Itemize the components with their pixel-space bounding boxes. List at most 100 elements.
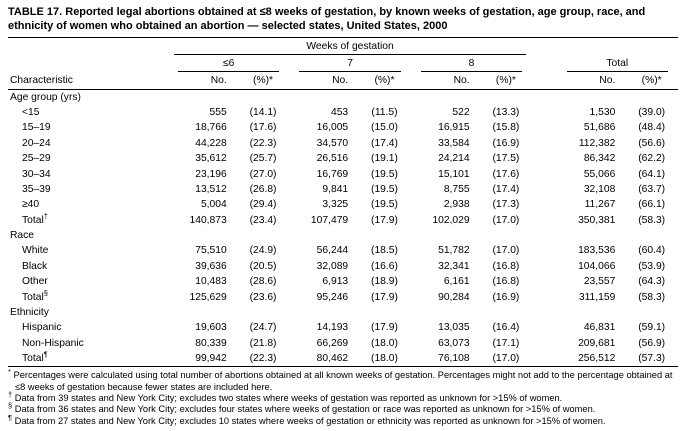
- weeks-of-gestation-header: Weeks of gestation: [173, 40, 527, 55]
- row-label: Hispanic: [22, 322, 62, 334]
- percent-cell: (26.8): [249, 183, 277, 195]
- percent-cell: (15.0): [371, 122, 398, 134]
- count-cell: 311,159: [578, 291, 616, 303]
- footnote-marker: ¶: [43, 349, 48, 359]
- count-cell: 209,681: [578, 337, 616, 349]
- section-label: Ethnicity: [10, 306, 49, 318]
- section-header-row: Race: [8, 228, 678, 243]
- table-row: Non-Hispanic 80,339 (21.8) 66,269 (18.0) 63,0…: [8, 336, 678, 351]
- percent-cell: (22.3): [249, 353, 277, 365]
- footnote-marker: †: [43, 211, 48, 221]
- pct-header: (%)*: [358, 73, 411, 90]
- table-row: Total§ 125,629 (23.6) 95,246 (17.9) 90,284 (16…: [8, 288, 678, 305]
- section-label: Age group (yrs): [10, 91, 81, 103]
- count-cell: 112,382: [578, 137, 616, 149]
- count-cell: 23,557: [583, 276, 616, 288]
- column-gap: [532, 151, 556, 166]
- count-cell: 33,584: [438, 137, 470, 149]
- count-cell: 35,612: [195, 153, 227, 165]
- percent-cell: (21.8): [249, 337, 277, 349]
- count-cell: 75,510: [195, 245, 227, 257]
- abortion-gestation-table: Weeks of gestation ≤6 7 8 Total: [8, 39, 678, 368]
- percent-cell: (24.9): [249, 245, 277, 257]
- col-group-le6: ≤6: [177, 57, 280, 73]
- percent-cell: (57.3): [638, 353, 666, 365]
- row-label: 25–29: [22, 153, 51, 165]
- col-group-7: 7: [299, 57, 401, 73]
- percent-cell: (15.8): [492, 122, 520, 134]
- percent-cell: (29.4): [249, 199, 277, 211]
- count-cell: 95,246: [316, 291, 349, 303]
- percent-cell: (63.7): [638, 183, 666, 195]
- count-cell: 56,244: [316, 245, 349, 257]
- count-cell: 256,512: [578, 353, 616, 365]
- percent-cell: (48.4): [638, 122, 666, 134]
- count-cell: 51,782: [438, 245, 470, 257]
- percent-cell: (18.9): [371, 276, 398, 288]
- percent-cell: (16.8): [492, 276, 520, 288]
- column-gap: [532, 259, 556, 274]
- count-cell: 8,755: [443, 183, 470, 195]
- percent-cell: (25.7): [249, 153, 277, 165]
- col-group-8: 8: [420, 57, 523, 73]
- percent-cell: (27.0): [249, 168, 277, 180]
- count-cell: 80,462: [316, 353, 349, 365]
- row-label: White: [22, 245, 49, 257]
- count-cell: 66,269: [316, 337, 349, 349]
- percent-cell: (62.2): [638, 153, 666, 165]
- row-label: Black: [22, 260, 48, 272]
- percent-cell: (17.1): [492, 337, 520, 349]
- row-label: 35–39: [22, 183, 51, 195]
- count-cell: 16,769: [316, 168, 349, 180]
- no-header: No.: [167, 73, 237, 90]
- column-gap: [532, 351, 556, 367]
- count-cell: 13,512: [195, 183, 227, 195]
- count-cell: 107,479: [310, 214, 349, 226]
- row-label: 15–19: [22, 122, 51, 134]
- count-cell: 44,228: [195, 137, 227, 149]
- footnote: * Percentages were calculated using tota…: [8, 367, 673, 392]
- percent-cell: (19.5): [371, 183, 398, 195]
- percent-cell: (17.4): [371, 137, 398, 149]
- row-label: Other: [22, 276, 48, 288]
- percent-cell: (58.3): [638, 291, 666, 303]
- percent-cell: (11.5): [371, 107, 398, 119]
- percent-cell: (19.5): [371, 168, 398, 180]
- footnote-marker: §: [43, 288, 48, 298]
- row-label: 30–34: [22, 168, 51, 180]
- count-cell: 51,686: [583, 122, 616, 134]
- table-row: 20–24 44,228 (22.3) 34,570 (17.4) 33,584 (16.9…: [8, 136, 678, 151]
- percent-cell: (23.4): [249, 214, 277, 226]
- percent-cell: (66.1): [638, 199, 666, 211]
- table-row: 25–29 35,612 (25.7) 26,516 (19.1) 24,214 (17.5…: [8, 151, 678, 166]
- count-cell: 32,341: [438, 260, 470, 272]
- row-label: Total§: [22, 288, 48, 303]
- count-cell: 63,073: [438, 337, 470, 349]
- row-label: Total†: [22, 211, 48, 226]
- count-cell: 102,029: [432, 214, 470, 226]
- column-gap: [532, 320, 556, 335]
- footnote: § Data from 36 states and New York City;…: [8, 401, 596, 415]
- count-cell: 46,831: [583, 322, 616, 334]
- pct-header: (%)*: [236, 73, 290, 90]
- row-label: <15: [22, 107, 40, 119]
- percent-cell: (17.9): [371, 214, 398, 226]
- table-body: Age group (yrs) <15 555 (14.1) 453 (11.5) 522 (…: [8, 89, 678, 367]
- footnotes: * Percentages were calculated using tota…: [8, 367, 678, 427]
- footnote-marker: *: [8, 367, 11, 377]
- column-group-row: ≤6 7 8 Total: [8, 56, 678, 73]
- percent-cell: (59.1): [638, 322, 666, 334]
- count-cell: 26,516: [316, 153, 349, 165]
- percent-cell: (60.4): [638, 245, 666, 257]
- column-gap: [532, 120, 556, 135]
- column-gap: [532, 213, 556, 228]
- percent-cell: (17.5): [492, 153, 520, 165]
- count-cell: 140,873: [189, 214, 227, 226]
- count-cell: 2,938: [443, 199, 470, 211]
- table-row: 15–19 18,766 (17.6) 16,005 (15.0) 16,915 (15.8…: [8, 120, 678, 135]
- percent-cell: (16.4): [492, 322, 520, 334]
- percent-cell: (16.9): [492, 291, 520, 303]
- count-cell: 13,035: [438, 322, 470, 334]
- count-cell: 350,381: [578, 214, 616, 226]
